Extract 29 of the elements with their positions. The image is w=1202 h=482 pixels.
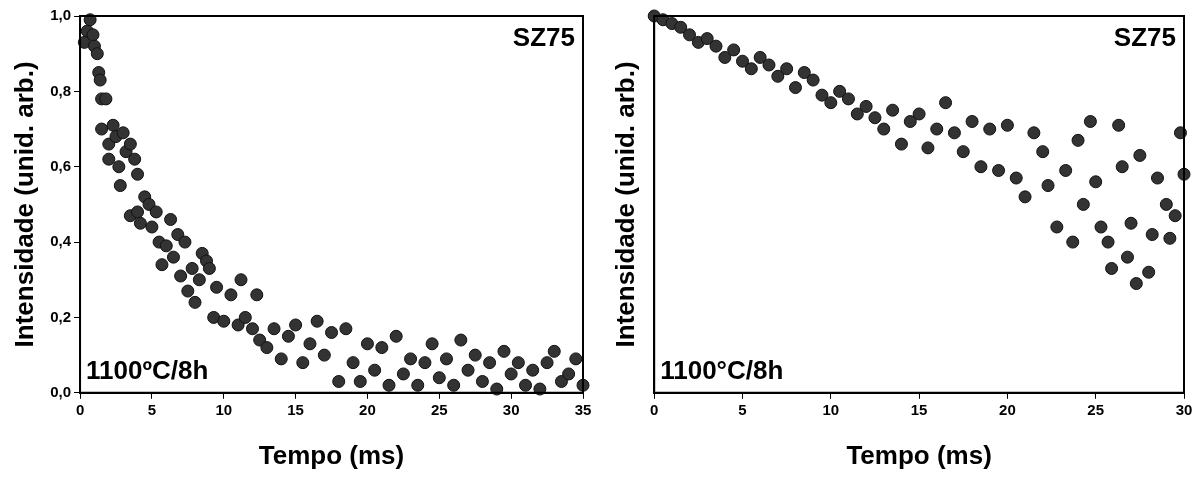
x-tick-label: 25 xyxy=(430,400,448,418)
x-tick-label: 0 xyxy=(650,400,659,418)
annotation: SZ75 xyxy=(1113,22,1176,53)
y-tick-label: 0,6 xyxy=(50,156,72,174)
x-tick-label: 25 xyxy=(1087,400,1105,418)
y-tick-label: 0,0 xyxy=(50,382,72,400)
x-tick-label: 30 xyxy=(1175,400,1193,418)
x-tick-label: 10 xyxy=(822,400,840,418)
annotation: SZ75 xyxy=(512,22,575,53)
x-tick-label: 15 xyxy=(287,400,304,418)
x-tick-label: 20 xyxy=(999,400,1016,418)
y-tick-label: 0,8 xyxy=(50,81,72,99)
y-axis-title: Intensidade (unid. arb.) xyxy=(609,61,640,348)
x-tick-label: 5 xyxy=(147,400,157,418)
y-tick-label: 0,2 xyxy=(50,307,72,325)
y-tick-label: 1,0 xyxy=(50,6,72,24)
y-axis-title: Intensidade (unid. arb.) xyxy=(8,61,39,348)
x-tick-label: 35 xyxy=(574,400,592,418)
x-tick-label: 10 xyxy=(215,400,233,418)
annotation: 1100ºC/8h xyxy=(86,354,209,385)
x-tick-label: 5 xyxy=(738,400,747,418)
x-tick-label: 0 xyxy=(75,400,85,418)
x-tick-label: 30 xyxy=(502,400,520,418)
annotation: 1100°C/8h xyxy=(660,354,784,385)
x-axis-title: Tempo (ms) xyxy=(258,439,405,470)
x-tick-label: 15 xyxy=(910,400,928,418)
x-tick-label: 20 xyxy=(359,400,376,418)
x-axis-title: Tempo (ms) xyxy=(846,439,992,470)
y-tick-label: 0,4 xyxy=(50,232,72,250)
